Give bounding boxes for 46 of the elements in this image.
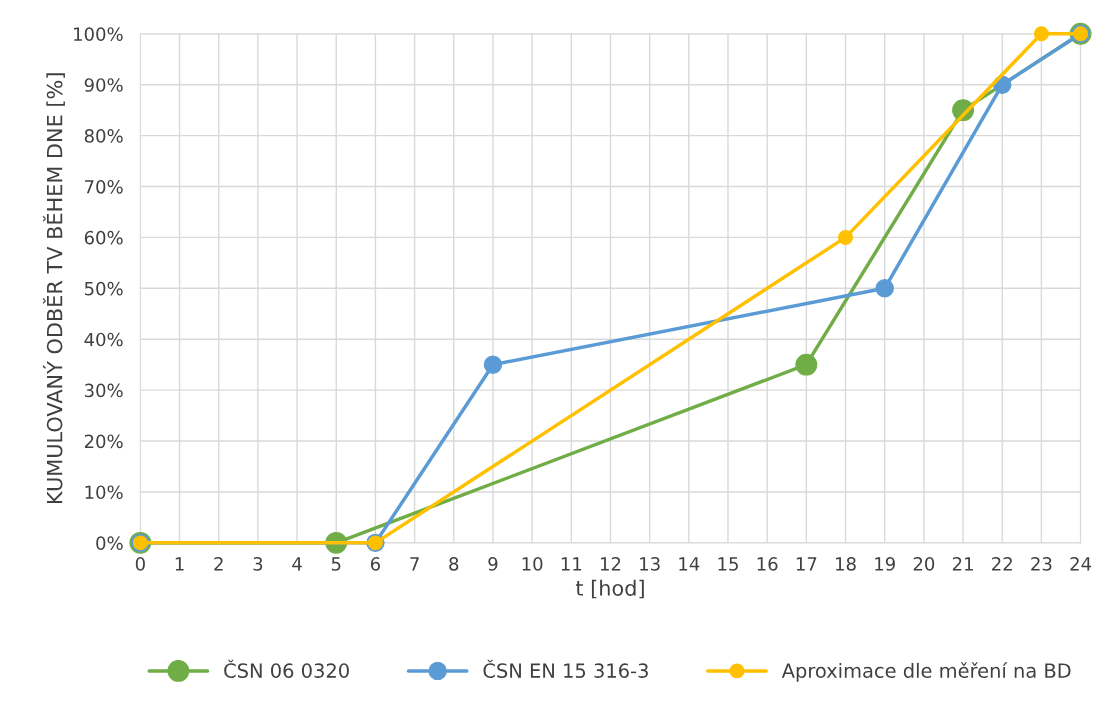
x-tick-label: 10 [522, 557, 543, 571]
legend-label: ČSN 06 0320 [224, 659, 349, 678]
y-tick-label: 10% [85, 485, 123, 500]
legend-label: Aproximace dle měření na BD [781, 662, 1071, 682]
x-tick-label: 11 [561, 557, 582, 571]
x-tick-label: 0 [135, 557, 145, 571]
x-tick-label: 9 [488, 557, 498, 571]
point [875, 279, 894, 298]
legend-label: ČSN EN 15 316-3 [483, 659, 648, 678]
x-tick-label: 6 [370, 557, 381, 571]
x-tick-label: 17 [796, 557, 817, 571]
point [1033, 26, 1049, 42]
x-tick-label: 24 [1070, 557, 1092, 571]
y-axis-title: KUMULOVANÝ ODBĚR TV BĚHEM DNE [%] [42, 73, 65, 504]
point [838, 229, 853, 245]
x-tick-label: 14 [679, 557, 700, 571]
y-tick-label: 30% [84, 383, 123, 398]
point [795, 353, 818, 376]
x-tick-label: 2 [214, 557, 223, 571]
x-tick-label: 23 [1031, 557, 1052, 571]
y-tick-label: 80% [84, 129, 123, 143]
y-tick-label: 0% [96, 536, 123, 550]
x-tick-label: 1 [175, 557, 184, 571]
x-tick-label: 3 [253, 557, 263, 571]
y-tick-label: 70% [85, 179, 123, 194]
x-tick-label: 4 [292, 557, 302, 571]
point [483, 355, 503, 374]
x-tick-label: 19 [875, 557, 895, 571]
x-tick-label: 8 [449, 557, 459, 571]
x-tick-label: 12 [600, 557, 621, 571]
x-tick-label: 22 [992, 557, 1012, 571]
x-tick-label: 16 [757, 557, 778, 571]
x-tick-label: 20 [913, 557, 935, 571]
x-tick-label: 18 [836, 557, 856, 571]
x-tick-label: 7 [410, 557, 419, 571]
x-axis-title: t [hod] [575, 579, 644, 599]
y-tick-label: 60% [84, 230, 123, 245]
y-tick-label: 100% [74, 27, 123, 41]
x-tick-label: 15 [718, 557, 738, 571]
y-tick-label: 90% [84, 78, 123, 92]
x-tick-label: 5 [331, 557, 341, 571]
x-tick-label: 21 [952, 557, 973, 571]
y-tick-label: 20% [84, 434, 123, 449]
x-tick-label: 13 [640, 557, 660, 571]
y-tick-label: 50% [84, 281, 123, 296]
y-tick-label: 40% [84, 332, 123, 347]
